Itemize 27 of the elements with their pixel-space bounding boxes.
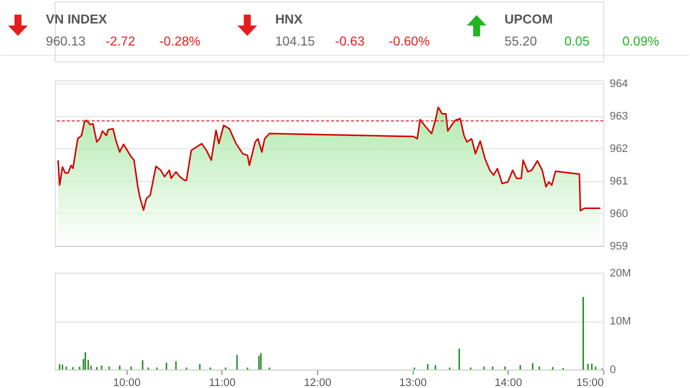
y-tick-label: 0 bbox=[610, 364, 616, 376]
category-label: HNX bbox=[275, 11, 303, 26]
text: 0.09% bbox=[622, 33, 660, 48]
text: 55.20 bbox=[504, 33, 537, 48]
y-tick-label: 964 bbox=[610, 78, 628, 90]
text: 960.13 bbox=[46, 33, 86, 48]
text: 104.15 bbox=[275, 33, 315, 48]
text: -0.60% bbox=[388, 33, 430, 48]
x-tick-label: 13:00 bbox=[399, 376, 427, 388]
x-tick-label: 12:00 bbox=[304, 376, 332, 388]
y-tick-label: 959 bbox=[610, 240, 628, 252]
x-tick-label: 15:00 bbox=[576, 376, 604, 388]
text: -0.28% bbox=[159, 33, 201, 48]
x-tick-label: 14:00 bbox=[494, 376, 522, 388]
y-tick-label: 962 bbox=[610, 142, 628, 155]
category-label: VN INDEX bbox=[46, 11, 108, 26]
text: 0.05 bbox=[564, 33, 590, 48]
text: -2.72 bbox=[106, 33, 136, 48]
x-tick-label: 10:00 bbox=[113, 376, 141, 388]
y-tick-label: 963 bbox=[610, 110, 628, 123]
y-tick-label: 961 bbox=[610, 175, 628, 188]
y-tick-label: 960 bbox=[610, 208, 628, 220]
y-tick-label: 10M bbox=[610, 316, 632, 328]
y-tick-label: 20M bbox=[610, 267, 632, 280]
category-label: UPCOM bbox=[504, 11, 553, 26]
text: -0.63 bbox=[335, 33, 365, 48]
x-tick-label: 11:00 bbox=[208, 376, 236, 388]
